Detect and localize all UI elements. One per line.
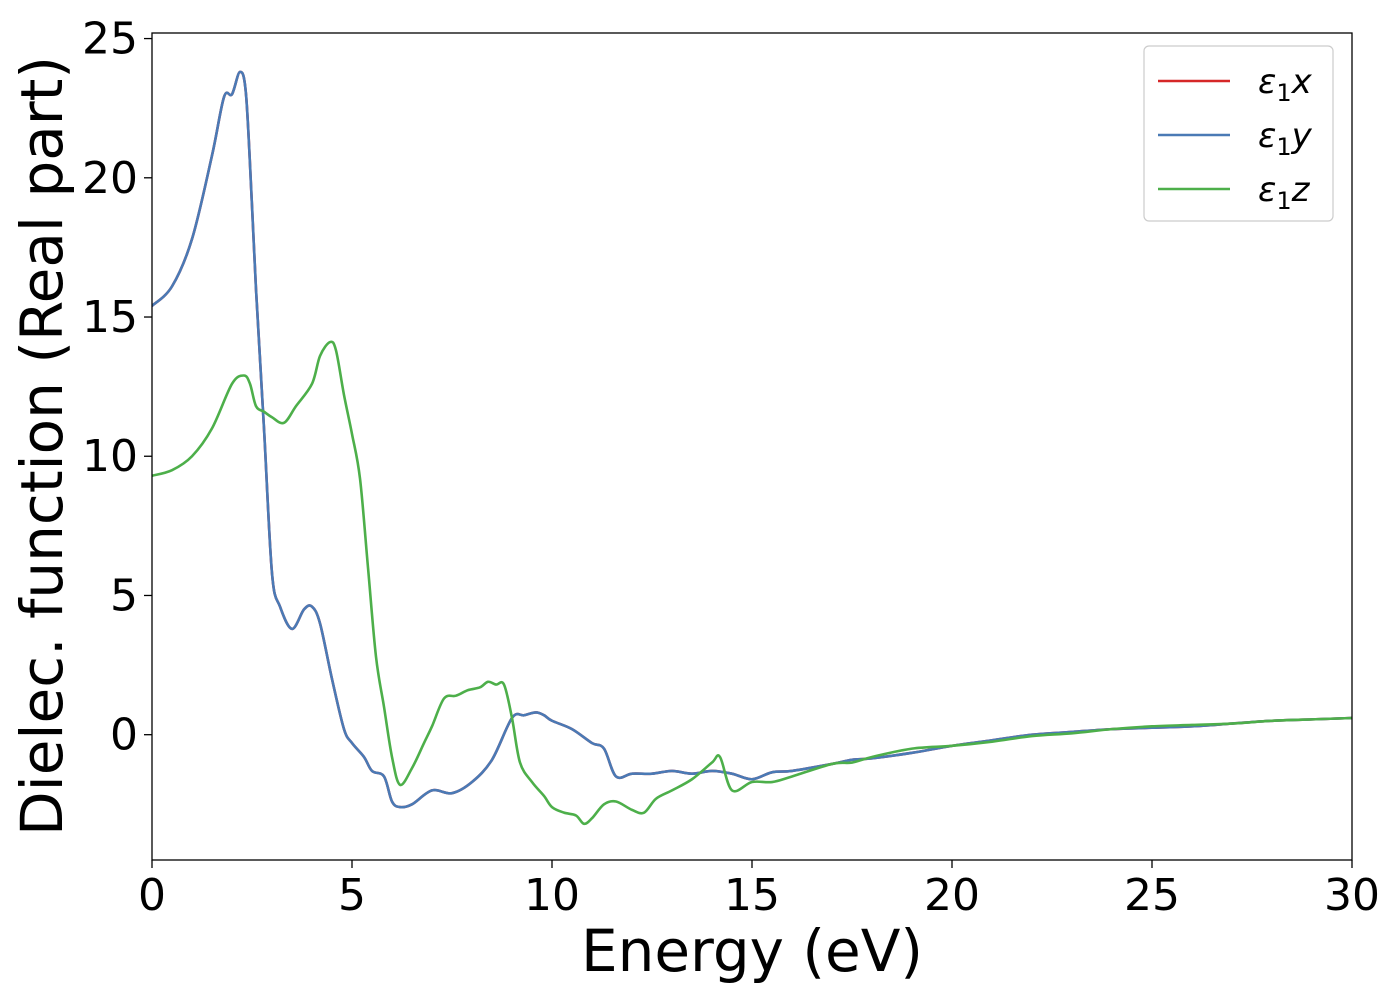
x-tick-label: 30 <box>1324 870 1380 921</box>
y-tick-label: 20 <box>82 153 138 204</box>
x-tick-label: 25 <box>1124 870 1180 921</box>
series-line-z <box>152 340 1352 826</box>
x-axis: 0 5 10 15 20 25 30 <box>138 860 1380 921</box>
x-axis-title: Energy (eV) <box>581 917 923 985</box>
y-axis-title: Dielec. function (Real part) <box>8 56 76 836</box>
legend-label-y: ε1y <box>1258 116 1313 161</box>
legend: ε1x ε1y ε1z <box>1143 45 1334 222</box>
x-tick-label: 20 <box>924 870 980 921</box>
y-tick-label: 0 <box>110 710 138 761</box>
y-tick-label: 10 <box>82 431 138 482</box>
legend-label-z: ε1z <box>1258 170 1311 215</box>
x-tick-label: 0 <box>138 870 166 921</box>
series-layer <box>152 70 1352 826</box>
legend-box <box>1143 45 1334 222</box>
series-line-y <box>152 70 1352 809</box>
legend-label-x: ε1x <box>1258 62 1313 107</box>
y-tick-label: 25 <box>82 14 138 65</box>
x-tick-label: 15 <box>724 870 780 921</box>
y-tick-label: 5 <box>110 570 138 621</box>
x-tick-label: 5 <box>338 870 366 921</box>
x-tick-label: 10 <box>524 870 580 921</box>
y-tick-label: 15 <box>82 292 138 343</box>
y-axis: 0 5 10 15 20 25 <box>82 14 152 761</box>
